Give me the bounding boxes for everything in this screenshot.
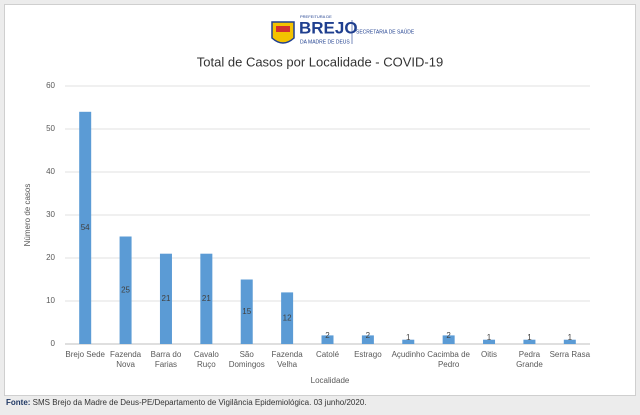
x-tick-label: Cavalo Ruço [193, 350, 219, 369]
x-tick-label: Barra do Farias [150, 350, 182, 369]
logo: PREFEITURA DE BREJO DA MADRE DE DEUS SEC… [271, 14, 415, 45]
x-tick-label: Oitis [481, 350, 498, 359]
bar [361, 335, 374, 344]
data-label: 1 [406, 333, 411, 342]
source-label: Fonte: [6, 398, 31, 407]
x-tick-label: Brejo Sede [65, 350, 105, 359]
y-tick-label: 60 [46, 81, 55, 90]
bar [119, 236, 132, 344]
bar [442, 335, 455, 344]
y-axis-label: Número de casos [23, 184, 32, 247]
logo-prefix: PREFEITURA DE [300, 14, 332, 19]
logo-shield [271, 21, 295, 44]
bar [483, 339, 496, 344]
chart-frame [4, 4, 636, 396]
bar [200, 253, 213, 344]
chart-title: Total de Casos por Localidade - COVID-19 [197, 54, 443, 69]
x-tick-label: Cacimba de Pedro [427, 350, 470, 369]
bar [159, 253, 172, 344]
logo-department: SECRETARIA DE SAÚDE [356, 28, 415, 35]
bar [402, 339, 415, 344]
data-label: 1 [568, 333, 573, 342]
bar [523, 339, 536, 344]
y-tick-label: 10 [46, 296, 55, 305]
data-label: 12 [283, 313, 292, 322]
data-label: 21 [162, 294, 171, 303]
y-tick-label: 20 [46, 253, 55, 262]
logo-suffix: DA MADRE DE DEUS [300, 39, 350, 45]
y-tick-label: 30 [46, 210, 55, 219]
logo-name: BREJO [299, 18, 358, 37]
y-tick-label: 50 [46, 124, 55, 133]
footer: Fonte: SMS Brejo da Madre de Deus-PE/Dep… [6, 398, 367, 407]
x-tick-label: São Domingos [228, 350, 265, 369]
bar [79, 111, 92, 344]
x-tick-label: Fazenda Velha [271, 350, 303, 369]
data-label: 2 [325, 331, 330, 340]
x-tick-label: Catolé [315, 350, 340, 359]
x-tick-label: Fazenda Nova [109, 350, 142, 369]
bar [240, 279, 253, 344]
y-tick-label: 40 [46, 167, 55, 176]
data-label: 1 [527, 333, 532, 342]
data-label: 21 [202, 294, 211, 303]
y-tick-label: 0 [51, 339, 56, 348]
x-tick-label: Estrago [354, 350, 382, 359]
bar [321, 335, 334, 344]
x-tick-label: Serra Rasa [549, 350, 591, 359]
bar [281, 292, 294, 344]
data-label: 25 [121, 285, 130, 294]
data-label: 54 [81, 223, 90, 232]
x-tick-label: Pedra Grande [516, 350, 543, 369]
bar [563, 339, 576, 344]
data-label: 2 [446, 331, 451, 340]
data-label: 2 [366, 331, 371, 340]
x-axis-label: Localidade [311, 376, 350, 385]
data-label: 1 [487, 333, 492, 342]
data-label: 15 [242, 307, 251, 316]
logo-band [276, 26, 290, 32]
source-text: SMS Brejo da Madre de Deus-PE/Departamen… [32, 398, 367, 407]
x-tick-label: Açudinho [391, 350, 425, 359]
